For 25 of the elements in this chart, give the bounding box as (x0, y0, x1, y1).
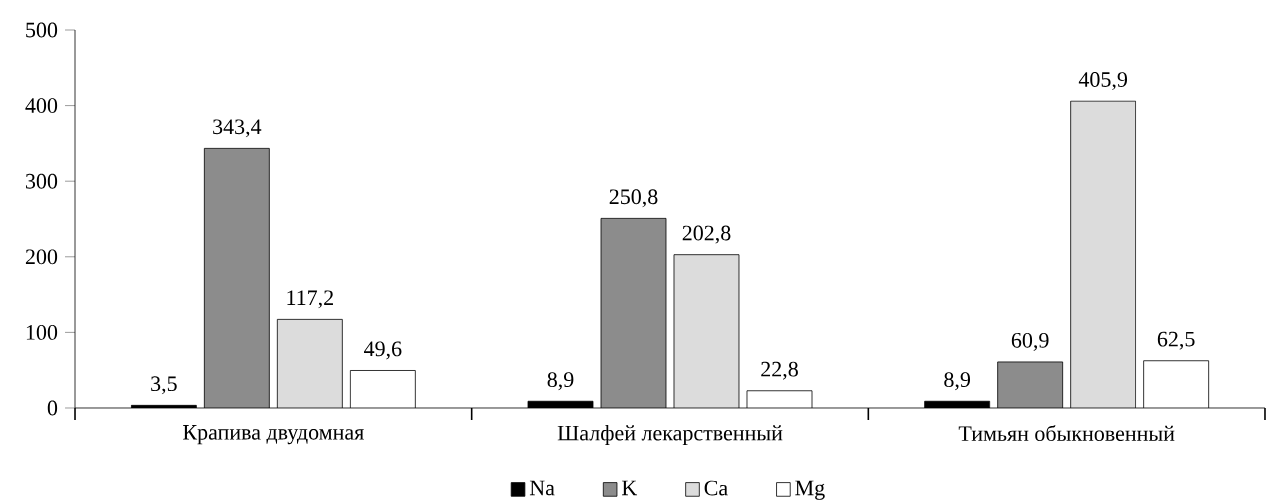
data-label: 117,2 (287, 290, 333, 309)
x-tick-label: Крапива двудомная (183, 425, 364, 445)
data-label: 22,8 (761, 361, 798, 380)
y-tick-label: 200 (25, 249, 58, 265)
data-label: 343,4 (213, 119, 262, 138)
legend-label: Na (529, 480, 555, 496)
data-label: 49,6 (364, 341, 402, 360)
data-label: 62,5 (1157, 331, 1195, 350)
legend-label: Mg (795, 480, 825, 500)
data-label: 8,9 (944, 372, 971, 391)
y-tick-label: 100 (26, 324, 58, 340)
data-label: 405,9 (1078, 72, 1128, 91)
legend-label: Ca (704, 480, 728, 496)
data-label: 60,9 (1011, 332, 1049, 351)
data-label: 202,8 (682, 225, 731, 244)
y-tick-label: 500 (26, 22, 58, 38)
legend-label: K (622, 480, 638, 496)
x-tick-label: Шалфей лекарственный (557, 425, 783, 445)
data-label: 3,5 (151, 376, 177, 395)
x-tick-label: Тимьян обыкновенный (958, 425, 1175, 442)
data-label: 8,9 (547, 372, 574, 391)
y-tick-label: 0 (47, 400, 58, 416)
y-tick-label: 400 (25, 98, 58, 114)
y-tick-label: 300 (26, 173, 58, 189)
data-label: 250,8 (609, 189, 658, 208)
